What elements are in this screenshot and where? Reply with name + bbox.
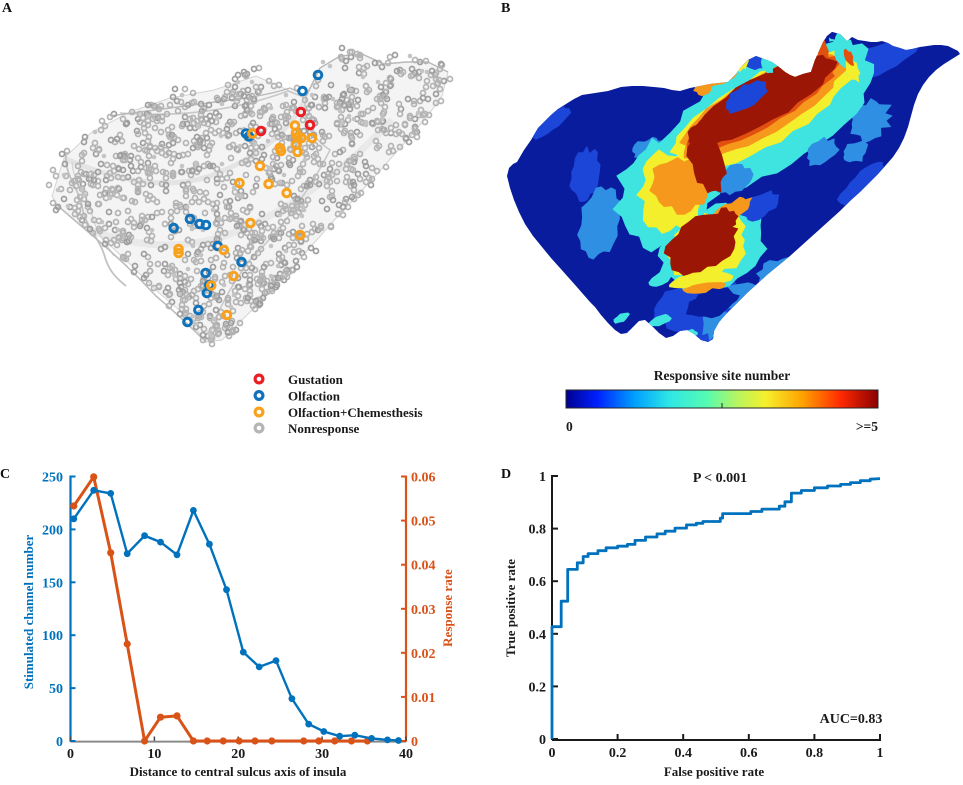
svg-text:0.2: 0.2 bbox=[529, 680, 547, 695]
svg-text:20: 20 bbox=[231, 747, 245, 762]
svg-text:Distance to central sulcus axi: Distance to central sulcus axis of insul… bbox=[130, 764, 347, 779]
svg-text:0: 0 bbox=[411, 735, 418, 750]
svg-text:Gustation: Gustation bbox=[288, 372, 344, 387]
svg-text:>=5: >=5 bbox=[856, 419, 878, 434]
svg-text:100: 100 bbox=[42, 629, 63, 644]
svg-text:0.6: 0.6 bbox=[529, 575, 547, 590]
svg-text:150: 150 bbox=[42, 576, 63, 591]
svg-text:1: 1 bbox=[539, 470, 546, 485]
svg-text:Stimulated channel number: Stimulated channel number bbox=[21, 534, 36, 689]
svg-text:0.06: 0.06 bbox=[411, 471, 436, 486]
svg-text:0: 0 bbox=[56, 735, 63, 750]
svg-text:10: 10 bbox=[147, 747, 161, 762]
svg-text:0.6: 0.6 bbox=[740, 746, 758, 761]
svg-text:Nonresponse: Nonresponse bbox=[288, 421, 360, 436]
svg-text:0.8: 0.8 bbox=[529, 523, 547, 538]
svg-text:0.02: 0.02 bbox=[411, 647, 436, 662]
svg-text:200: 200 bbox=[42, 523, 63, 538]
svg-text:0.4: 0.4 bbox=[529, 628, 547, 643]
svg-text:P < 0.001: P < 0.001 bbox=[693, 471, 747, 486]
svg-text:0: 0 bbox=[539, 733, 546, 748]
svg-text:0.05: 0.05 bbox=[411, 515, 436, 530]
svg-text:AUC=0.83: AUC=0.83 bbox=[820, 712, 883, 727]
svg-text:30: 30 bbox=[315, 747, 329, 762]
svg-text:Olfaction+Chemesthesis: Olfaction+Chemesthesis bbox=[288, 405, 423, 420]
svg-text:D: D bbox=[501, 467, 511, 482]
svg-text:250: 250 bbox=[42, 471, 63, 486]
svg-text:0.2: 0.2 bbox=[609, 746, 627, 761]
svg-text:50: 50 bbox=[49, 682, 63, 697]
svg-text:False positive rate: False positive rate bbox=[664, 764, 765, 779]
svg-text:True positive rate: True positive rate bbox=[503, 559, 518, 657]
svg-text:0.03: 0.03 bbox=[411, 603, 436, 618]
svg-text:1: 1 bbox=[877, 746, 884, 761]
svg-text:0: 0 bbox=[67, 747, 74, 762]
svg-text:A: A bbox=[2, 1, 13, 16]
svg-text:0: 0 bbox=[566, 419, 573, 434]
svg-text:Responsive site number: Responsive site number bbox=[654, 368, 791, 383]
svg-text:0: 0 bbox=[549, 746, 556, 761]
svg-text:B: B bbox=[501, 1, 510, 16]
svg-text:C: C bbox=[0, 467, 10, 482]
svg-text:Response rate: Response rate bbox=[440, 569, 455, 647]
svg-text:0.04: 0.04 bbox=[411, 559, 436, 574]
svg-text:40: 40 bbox=[399, 747, 413, 762]
svg-text:Olfaction: Olfaction bbox=[288, 389, 341, 404]
svg-text:0.01: 0.01 bbox=[411, 691, 436, 706]
svg-text:0.4: 0.4 bbox=[674, 746, 692, 761]
svg-text:0.8: 0.8 bbox=[806, 746, 824, 761]
